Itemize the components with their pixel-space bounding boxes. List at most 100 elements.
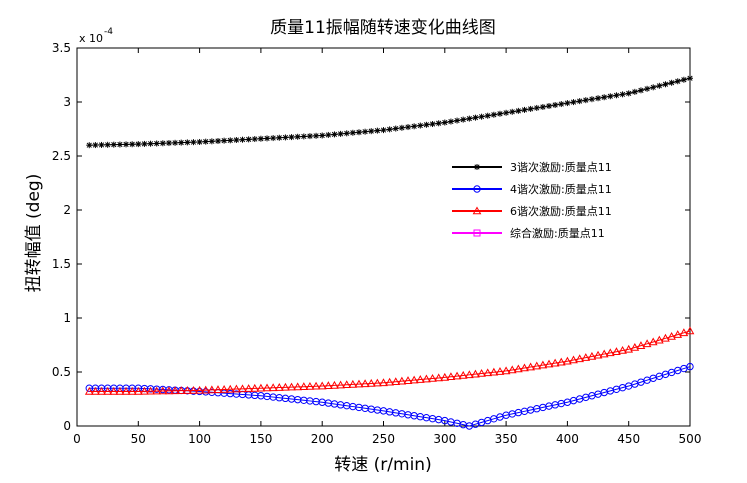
data-point xyxy=(374,127,381,134)
data-point xyxy=(429,121,436,128)
data-point xyxy=(337,130,344,137)
data-point xyxy=(687,75,693,82)
data-point xyxy=(477,368,486,377)
x-tick-label: 0 xyxy=(73,432,81,446)
data-point xyxy=(483,368,493,377)
legend-marker xyxy=(472,206,482,215)
marker-stroke xyxy=(166,140,172,146)
marker-stroke xyxy=(92,142,98,148)
marker-stroke xyxy=(478,114,485,120)
marker-stroke xyxy=(135,141,141,147)
marker-stroke xyxy=(405,124,411,130)
marker-stroke xyxy=(681,77,687,83)
data-point xyxy=(330,380,339,389)
data-point xyxy=(478,113,485,120)
marker-stroke xyxy=(246,136,252,142)
data-point xyxy=(91,386,100,395)
marker-stroke xyxy=(521,107,528,113)
chart-title: 质量11振幅随转速变化曲线图 xyxy=(270,18,496,38)
data-point xyxy=(515,107,522,114)
marker-stroke xyxy=(117,141,123,148)
marker-stroke xyxy=(141,141,148,147)
marker-stroke xyxy=(344,130,350,136)
data-point xyxy=(281,382,290,391)
legend-label: 4谐次激励:质量点11 xyxy=(510,182,612,196)
marker-stroke xyxy=(147,141,154,147)
marker-stroke xyxy=(331,131,338,138)
marker-stroke xyxy=(675,78,681,84)
data-point xyxy=(274,383,284,391)
data-point xyxy=(466,115,473,122)
marker-stroke xyxy=(123,141,129,147)
data-point xyxy=(411,123,418,130)
data-point xyxy=(323,381,333,390)
y-tick-label: 3.5 xyxy=(52,41,71,55)
marker-stroke xyxy=(558,101,564,107)
marker-stroke xyxy=(644,86,650,92)
data-point xyxy=(293,382,303,391)
data-point xyxy=(239,136,246,143)
y-scale-base: x 10 xyxy=(79,32,103,45)
marker-stroke xyxy=(190,139,197,145)
data-point xyxy=(648,337,658,346)
data-point xyxy=(135,141,142,148)
marker-stroke xyxy=(362,129,368,135)
data-point xyxy=(380,127,387,134)
marker-stroke xyxy=(215,138,221,144)
marker-stroke xyxy=(436,120,442,126)
data-point xyxy=(631,88,638,95)
data-point xyxy=(612,347,621,355)
data-point xyxy=(618,345,627,354)
data-point xyxy=(257,135,264,142)
data-point xyxy=(428,373,437,382)
data-point xyxy=(379,378,388,387)
data-point xyxy=(514,364,523,373)
data-point xyxy=(558,101,565,108)
data-point xyxy=(680,76,687,83)
marker-stroke xyxy=(595,95,601,101)
marker-stroke xyxy=(264,135,270,141)
marker-stroke xyxy=(460,117,466,123)
marker-stroke xyxy=(650,84,656,90)
marker-stroke xyxy=(184,139,190,145)
data-point xyxy=(123,141,130,148)
x-tick-label: 200 xyxy=(311,432,334,446)
marker-stroke xyxy=(356,129,362,135)
data-point xyxy=(588,96,595,103)
data-point xyxy=(605,348,615,357)
marker-stroke xyxy=(295,134,301,140)
data-point xyxy=(219,384,229,393)
data-point xyxy=(202,138,209,145)
marker-stroke xyxy=(619,91,626,97)
data-point xyxy=(147,140,154,147)
marker-stroke xyxy=(466,116,472,122)
data-point xyxy=(607,93,614,100)
data-point xyxy=(415,375,425,383)
data-point xyxy=(287,382,296,391)
data-point xyxy=(129,141,136,148)
marker-stroke xyxy=(252,136,258,142)
data-point xyxy=(464,370,474,379)
marker-stroke xyxy=(203,139,209,145)
y-tick-label: 0 xyxy=(63,419,71,433)
marker-stroke xyxy=(474,164,480,170)
data-point xyxy=(613,92,620,99)
data-point xyxy=(662,81,669,88)
data-point xyxy=(650,84,657,91)
marker-stroke xyxy=(209,138,215,144)
data-point xyxy=(165,140,172,147)
data-point xyxy=(440,372,450,381)
data-point xyxy=(667,331,676,340)
data-point xyxy=(110,141,117,148)
marker-stroke xyxy=(485,113,491,119)
data-point xyxy=(305,381,315,390)
data-point xyxy=(501,366,511,375)
data-point xyxy=(189,385,198,394)
data-point xyxy=(355,129,362,136)
data-point xyxy=(630,342,640,351)
x-tick-label: 400 xyxy=(556,432,579,446)
marker-stroke xyxy=(534,105,540,111)
marker-stroke xyxy=(528,106,534,112)
